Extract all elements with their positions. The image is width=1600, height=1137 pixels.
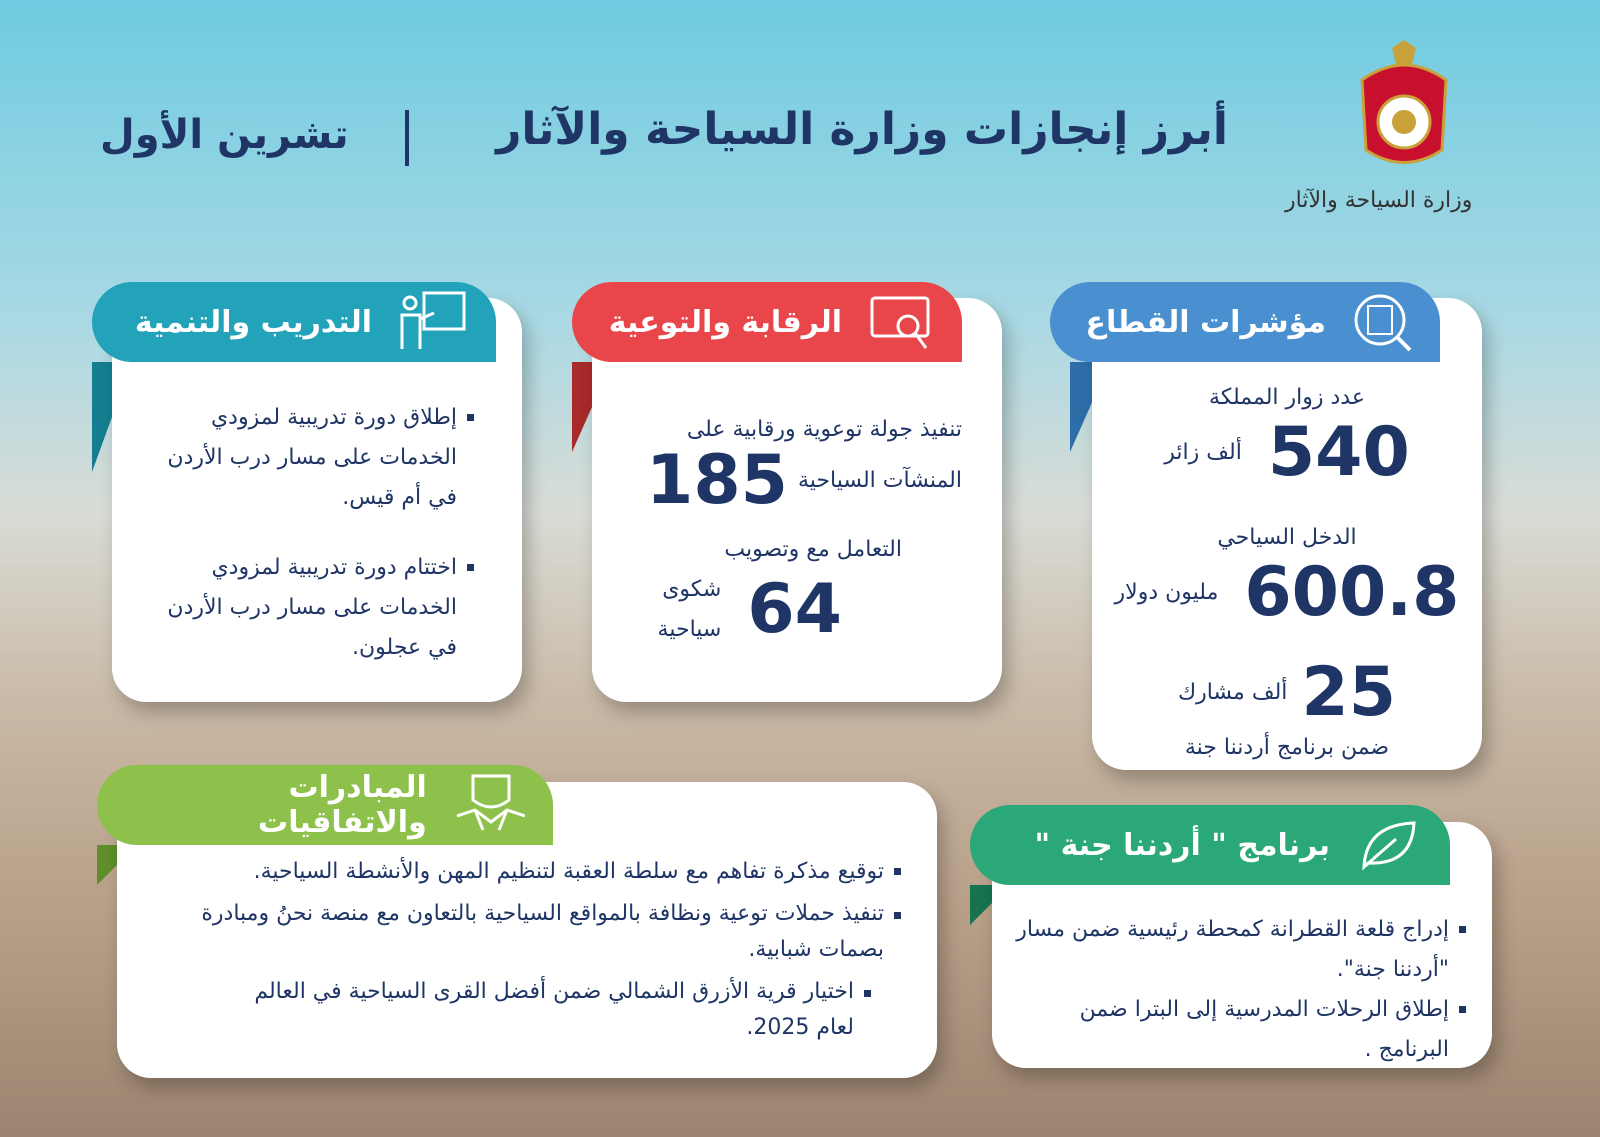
card-title: المبادرات والاتفاقيات: [258, 770, 427, 840]
bullet: اختتام دورة تدريبية لمزودي الخدمات على م…: [152, 548, 474, 668]
card: عدد زوار المملكة ألف زائر 540 الدخل السي…: [1092, 298, 1482, 770]
text-line: تنفيذ جولة توعوية ورقابية على: [686, 417, 962, 442]
number: 25: [1301, 653, 1397, 732]
bullet-text: اختتام دورة تدريبية لمزودي الخدمات على م…: [167, 555, 457, 660]
bullet-mark: [467, 564, 474, 571]
bullet: إطلاق دورة تدريبية لمزودي الخدمات على مس…: [152, 398, 474, 518]
stat: 25 ألف مشارك: [1092, 658, 1482, 728]
card-body: توقيع مذكرة تفاهم مع سلطة العقبة لتنظيم …: [177, 852, 901, 1060]
bullet-mark: [467, 414, 474, 421]
card-body: إطلاق دورة تدريبية لمزودي الخدمات على مس…: [152, 398, 474, 682]
card: إطلاق دورة تدريبية لمزودي الخدمات على مس…: [112, 298, 522, 702]
logo-caption: وزارة السياحة والآثار: [1285, 188, 1473, 213]
number: 185: [646, 441, 788, 520]
number: 540: [1267, 413, 1410, 492]
stat: 600.8 مليون دولار: [1092, 558, 1482, 628]
subtitle: تشرين الأول: [100, 112, 349, 158]
bullet-mark: [1459, 1006, 1466, 1013]
unit: مليون دولار: [1114, 580, 1219, 605]
card-header: التدريب والتنمية: [92, 282, 496, 362]
separator: [405, 110, 409, 166]
card-body: عدد زوار المملكة ألف زائر 540 الدخل السي…: [1092, 378, 1482, 768]
card-body: إدراج قلعة القطرانة كمحطة رئيسية ضمن مسا…: [1004, 910, 1466, 1084]
label: الدخل السياحي: [1217, 525, 1357, 550]
card-header: المبادرات والاتفاقيات: [97, 765, 553, 845]
bullet-text: توقيع مذكرة تفاهم مع سلطة العقبة لتنظيم …: [253, 859, 884, 884]
card-header: الرقابة والتوعية: [572, 282, 962, 362]
stat: المنشآت السياحية 185: [622, 446, 962, 516]
bullet: توقيع مذكرة تفاهم مع سلطة العقبة لتنظيم …: [177, 852, 901, 892]
bullet-mark: [864, 990, 871, 997]
bullet-mark: [894, 868, 901, 875]
icon: [400, 291, 466, 349]
card-title: مؤشرات القطاع: [1085, 304, 1326, 340]
bullet-mark: [1459, 926, 1466, 933]
logo: [1360, 40, 1448, 164]
label: عدد زوار المملكة: [1209, 385, 1365, 410]
card-header: برنامج " أردننا جنة ": [970, 805, 1450, 885]
icon: [1354, 294, 1412, 352]
bullet: اختيار قرية الأزرق الشمالي ضمن أفضل القر…: [177, 974, 901, 1046]
text-line: المنشآت السياحية: [797, 468, 962, 493]
icon: [1362, 821, 1416, 871]
text-line: التعامل مع وتصويب: [724, 537, 902, 562]
stat: ألف زائر 540: [1092, 418, 1482, 488]
title: أبرز إنجازات وزارة السياحة والآثار: [496, 104, 1228, 155]
bullet-text: اختيار قرية الأزرق الشمالي ضمن أفضل القر…: [254, 979, 854, 1040]
bullet-text: إطلاق الرحلات المدرسية إلى البترا ضمن ال…: [1079, 997, 1449, 1062]
bullet-text: إطلاق دورة تدريبية لمزودي الخدمات على مس…: [167, 405, 457, 510]
card-title: التدريب والتنمية: [134, 304, 372, 340]
icon: [456, 774, 525, 831]
unit: ألف مشارك: [1177, 680, 1288, 705]
bullet: إطلاق الرحلات المدرسية إلى البترا ضمن ال…: [1004, 990, 1466, 1070]
label: ضمن برنامج أردننا جنة: [1184, 735, 1390, 760]
bullet-text: إدراج قلعة القطرانة كمحطة رئيسية ضمن مسا…: [1016, 917, 1449, 982]
unit: ألف زائر: [1164, 440, 1242, 465]
card-body: تنفيذ جولة توعوية ورقابية على المنشآت ال…: [622, 410, 962, 650]
bullet: تنفيذ حملات توعية ونظافة بالمواقع السياح…: [177, 896, 901, 968]
bullet-text: تنفيذ حملات توعية ونظافة بالمواقع السياح…: [201, 901, 884, 962]
stat: 64 شكوى سياحية: [622, 570, 962, 650]
number: 64: [747, 570, 842, 649]
card-title: برنامج " أردننا جنة ": [1034, 827, 1330, 863]
text-line: شكوى سياحية: [657, 577, 722, 642]
card-header: مؤشرات القطاع: [1050, 282, 1440, 362]
bullet-mark: [894, 912, 901, 919]
bullet: إدراج قلعة القطرانة كمحطة رئيسية ضمن مسا…: [1004, 910, 1466, 990]
icon: [870, 296, 930, 349]
number: 600.8: [1244, 553, 1460, 632]
card-title: الرقابة والتوعية: [608, 304, 842, 340]
card: تنفيذ جولة توعوية ورقابية على المنشآت ال…: [592, 298, 1002, 702]
